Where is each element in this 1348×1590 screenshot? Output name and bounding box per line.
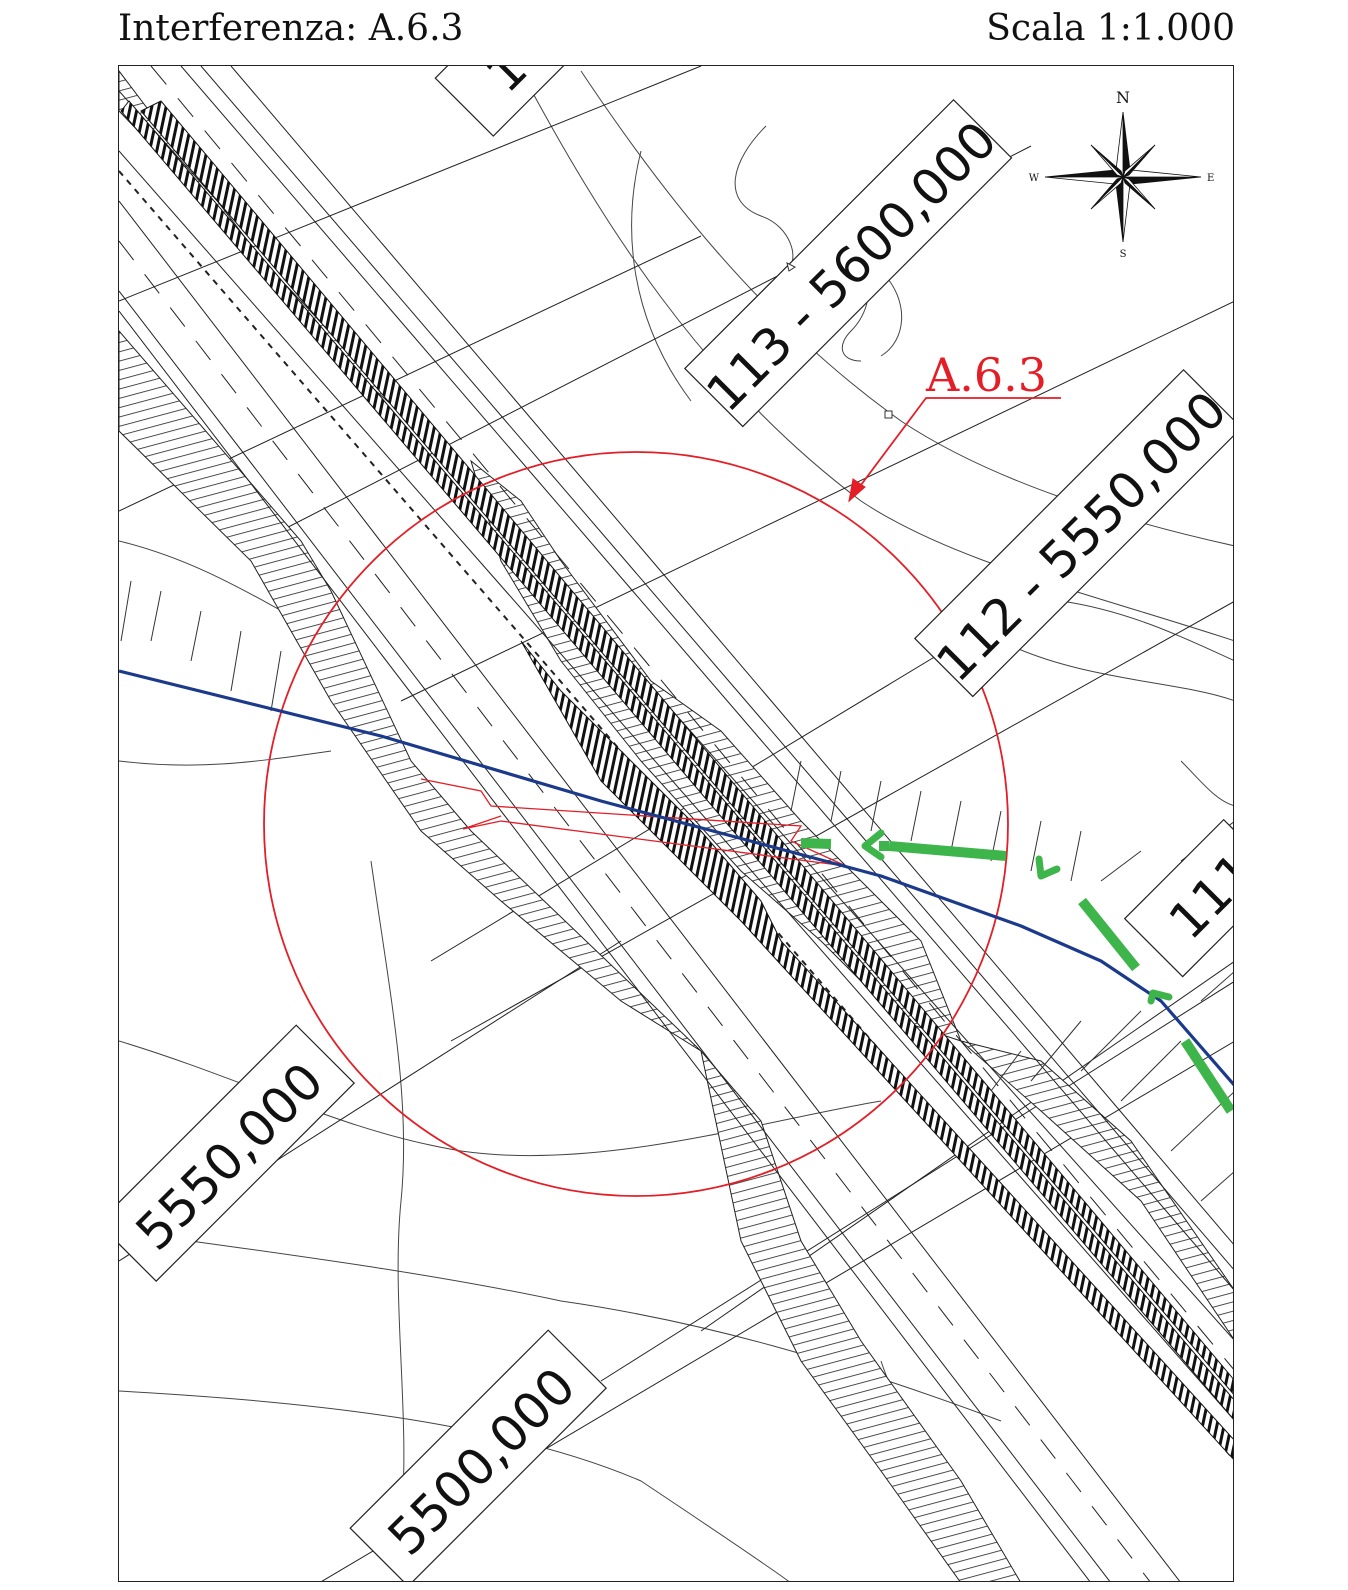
svg-text:5500,000: 5500,000 (377, 1357, 587, 1567)
chainage-label-111: 111 (1123, 818, 1233, 978)
compass-rose-icon: N S E W (1029, 88, 1215, 260)
median-barriers (120, 100, 1233, 1460)
compass-west: W (1029, 173, 1040, 184)
scale-label: Scala 1:1.000 (986, 8, 1235, 49)
map-frame: 113 - 5600,000 112 - 5550,000 111 5550,0… (118, 65, 1234, 1582)
interference-circle (263, 451, 1009, 1197)
interference-title: Interferenza: A.6.3 (118, 8, 464, 49)
survey-marker (884, 410, 893, 419)
green-route (800, 838, 1233, 1114)
interference-area (263, 397, 1061, 1197)
interference-callout-label: A.6.3 (925, 348, 1047, 402)
chainage-label-112: 112 - 5550,000 (913, 368, 1233, 698)
map-canvas: 113 - 5600,000 112 - 5550,000 111 5550,0… (119, 66, 1233, 1581)
compass-east: E (1207, 173, 1214, 184)
compass-south: S (1120, 249, 1127, 260)
slope-ticks (120, 580, 1233, 1202)
callout-arrowhead (848, 478, 866, 503)
chainage-label-top-cut: 1 (434, 66, 572, 137)
chainage-label-5500: 5500,000 (349, 1329, 608, 1581)
green-arrowheads (861, 829, 1173, 1005)
survey-marker (786, 262, 796, 272)
svg-text:5550,000: 5550,000 (125, 1052, 335, 1262)
callout-leader (848, 397, 1061, 502)
chainage-label-5550: 5550,000 (119, 1024, 356, 1283)
culvert-outline (420, 778, 847, 867)
compass-north: N (1116, 88, 1130, 107)
